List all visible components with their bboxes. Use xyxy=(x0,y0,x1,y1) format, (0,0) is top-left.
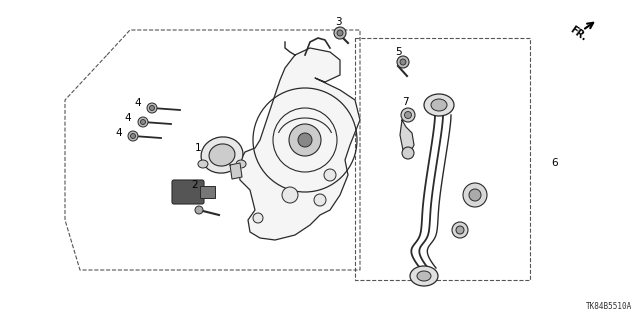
Ellipse shape xyxy=(424,94,454,116)
Ellipse shape xyxy=(198,160,208,168)
Text: 4: 4 xyxy=(134,98,141,108)
Circle shape xyxy=(253,213,263,223)
Circle shape xyxy=(401,108,415,122)
Ellipse shape xyxy=(201,137,243,173)
Circle shape xyxy=(195,206,203,214)
Ellipse shape xyxy=(431,99,447,111)
Circle shape xyxy=(298,133,312,147)
Ellipse shape xyxy=(236,160,246,168)
Ellipse shape xyxy=(209,144,235,166)
Circle shape xyxy=(334,27,346,39)
Circle shape xyxy=(314,194,326,206)
Circle shape xyxy=(128,131,138,141)
Bar xyxy=(200,186,215,198)
Circle shape xyxy=(147,103,157,113)
Text: 7: 7 xyxy=(402,97,408,107)
Circle shape xyxy=(289,124,321,156)
Text: 2: 2 xyxy=(192,180,198,190)
Text: 4: 4 xyxy=(116,128,122,138)
Circle shape xyxy=(324,169,336,181)
Circle shape xyxy=(131,133,136,138)
Text: TK84B5510A: TK84B5510A xyxy=(586,302,632,311)
Text: 3: 3 xyxy=(335,17,341,27)
Polygon shape xyxy=(238,48,360,240)
Circle shape xyxy=(400,59,406,65)
Text: 1: 1 xyxy=(195,143,202,153)
Polygon shape xyxy=(400,120,414,153)
Polygon shape xyxy=(230,163,242,179)
Text: 4: 4 xyxy=(125,113,131,123)
Ellipse shape xyxy=(417,271,431,281)
Text: 6: 6 xyxy=(552,158,558,168)
Text: FR.: FR. xyxy=(568,25,588,43)
Circle shape xyxy=(282,187,298,203)
Circle shape xyxy=(404,112,412,118)
Text: 5: 5 xyxy=(395,47,401,57)
Circle shape xyxy=(397,56,409,68)
Circle shape xyxy=(141,120,145,124)
Circle shape xyxy=(469,189,481,201)
Circle shape xyxy=(138,117,148,127)
Circle shape xyxy=(463,183,487,207)
Circle shape xyxy=(337,30,343,36)
Circle shape xyxy=(150,106,154,110)
Circle shape xyxy=(456,226,464,234)
Circle shape xyxy=(452,222,468,238)
Circle shape xyxy=(402,147,414,159)
FancyBboxPatch shape xyxy=(172,180,204,204)
Ellipse shape xyxy=(410,266,438,286)
